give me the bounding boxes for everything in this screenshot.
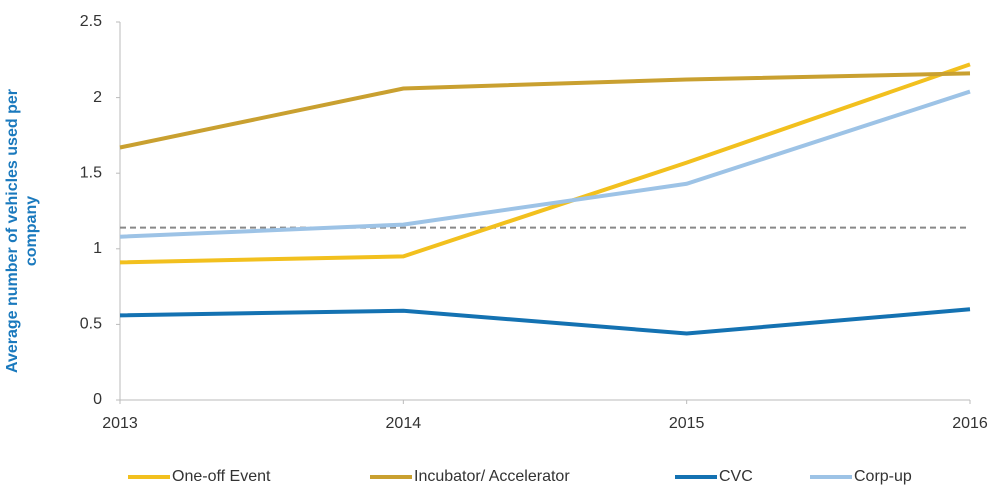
y-tick-label: 0.5 [80, 316, 102, 333]
x-tick-label: 2016 [952, 415, 988, 432]
y-tick-label: 2 [93, 89, 102, 106]
y-axis-label: Average number of vehicles used per comp… [4, 89, 40, 373]
legend-label: One-off Event [172, 468, 271, 485]
x-tick-label: 2015 [669, 415, 705, 432]
x-tick-label: 2013 [102, 415, 138, 432]
y-tick-label: 1 [93, 240, 102, 257]
y-tick-label: 0 [93, 391, 102, 408]
legend-label: Incubator/ Accelerator [414, 468, 570, 485]
legend-label: CVC [719, 468, 753, 485]
series-line [119, 89, 971, 239]
legend-label: Corp-up [854, 468, 912, 485]
x-tick-label: 2014 [386, 415, 422, 432]
series-line [119, 71, 971, 150]
y-tick-label: 1.5 [80, 164, 102, 181]
y-tick-label: 2.5 [80, 13, 102, 30]
series-line [119, 62, 971, 265]
series-line [119, 307, 971, 336]
